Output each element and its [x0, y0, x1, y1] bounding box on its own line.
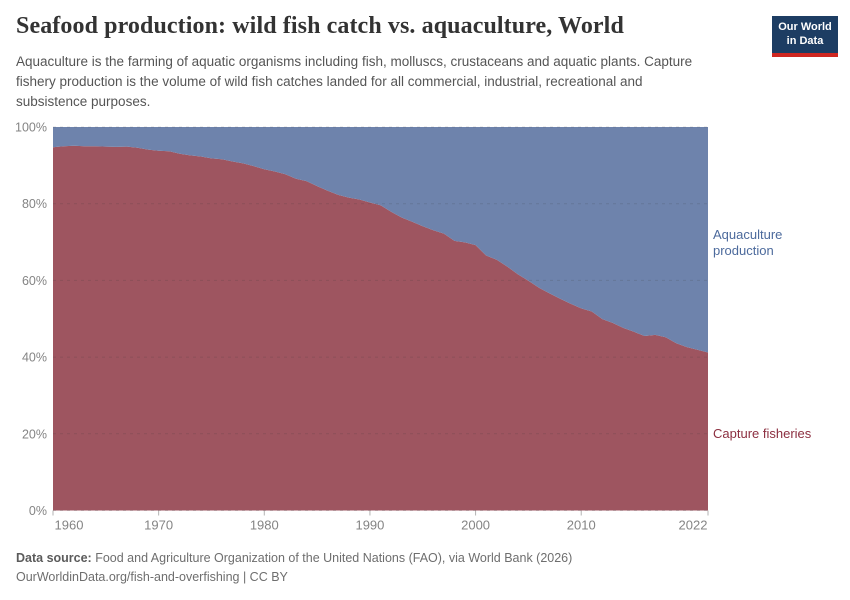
- x-axis-label: 2010: [567, 518, 596, 533]
- x-axis-label: 2000: [461, 518, 490, 533]
- series-label-capture-fisheries[interactable]: Capture fisheries: [713, 426, 812, 441]
- y-axis-label: 60%: [22, 274, 47, 288]
- y-axis-label: 100%: [15, 121, 47, 135]
- series-label-aquaculture[interactable]: Aquaculture production: [713, 227, 783, 258]
- x-axis-label: 1970: [144, 518, 173, 533]
- aquaculture-production-area[interactable]: [53, 127, 708, 353]
- owid-logo-line2: in Data: [786, 35, 824, 48]
- page-title: Seafood production: wild fish catch vs. …: [16, 13, 624, 39]
- data-source-text: Food and Agriculture Organization of the…: [91, 551, 573, 565]
- capture-fisheries-area[interactable]: [53, 145, 708, 511]
- y-axis-label: 40%: [22, 351, 47, 365]
- subtitle-line: fishery production is the volume of wild…: [16, 74, 643, 89]
- subtitle-line: subsistence purposes.: [16, 94, 151, 109]
- y-axis-label: 20%: [22, 427, 47, 441]
- x-axis-label: 2022: [679, 518, 708, 533]
- y-axis-label: 0%: [29, 504, 47, 518]
- owid-logo: Our World in Data: [772, 16, 838, 57]
- owid-logo-line1: Our World: [778, 21, 832, 33]
- data-source-label: Data source:: [16, 551, 92, 565]
- x-axis-label: 1990: [355, 518, 384, 533]
- subtitle-line: Aquaculture is the farming of aquatic or…: [16, 54, 693, 69]
- x-axis-label: 1960: [55, 518, 84, 533]
- chart-subtitle: Aquaculture is the farming of aquatic or…: [16, 52, 776, 112]
- y-axis-label: 80%: [22, 197, 47, 211]
- footer-data-source: Data source: Food and Agriculture Organi…: [16, 549, 572, 568]
- footer-url-license: OurWorldinData.org/fish-and-overfishing …: [16, 570, 288, 584]
- x-axis-label: 1980: [250, 518, 279, 533]
